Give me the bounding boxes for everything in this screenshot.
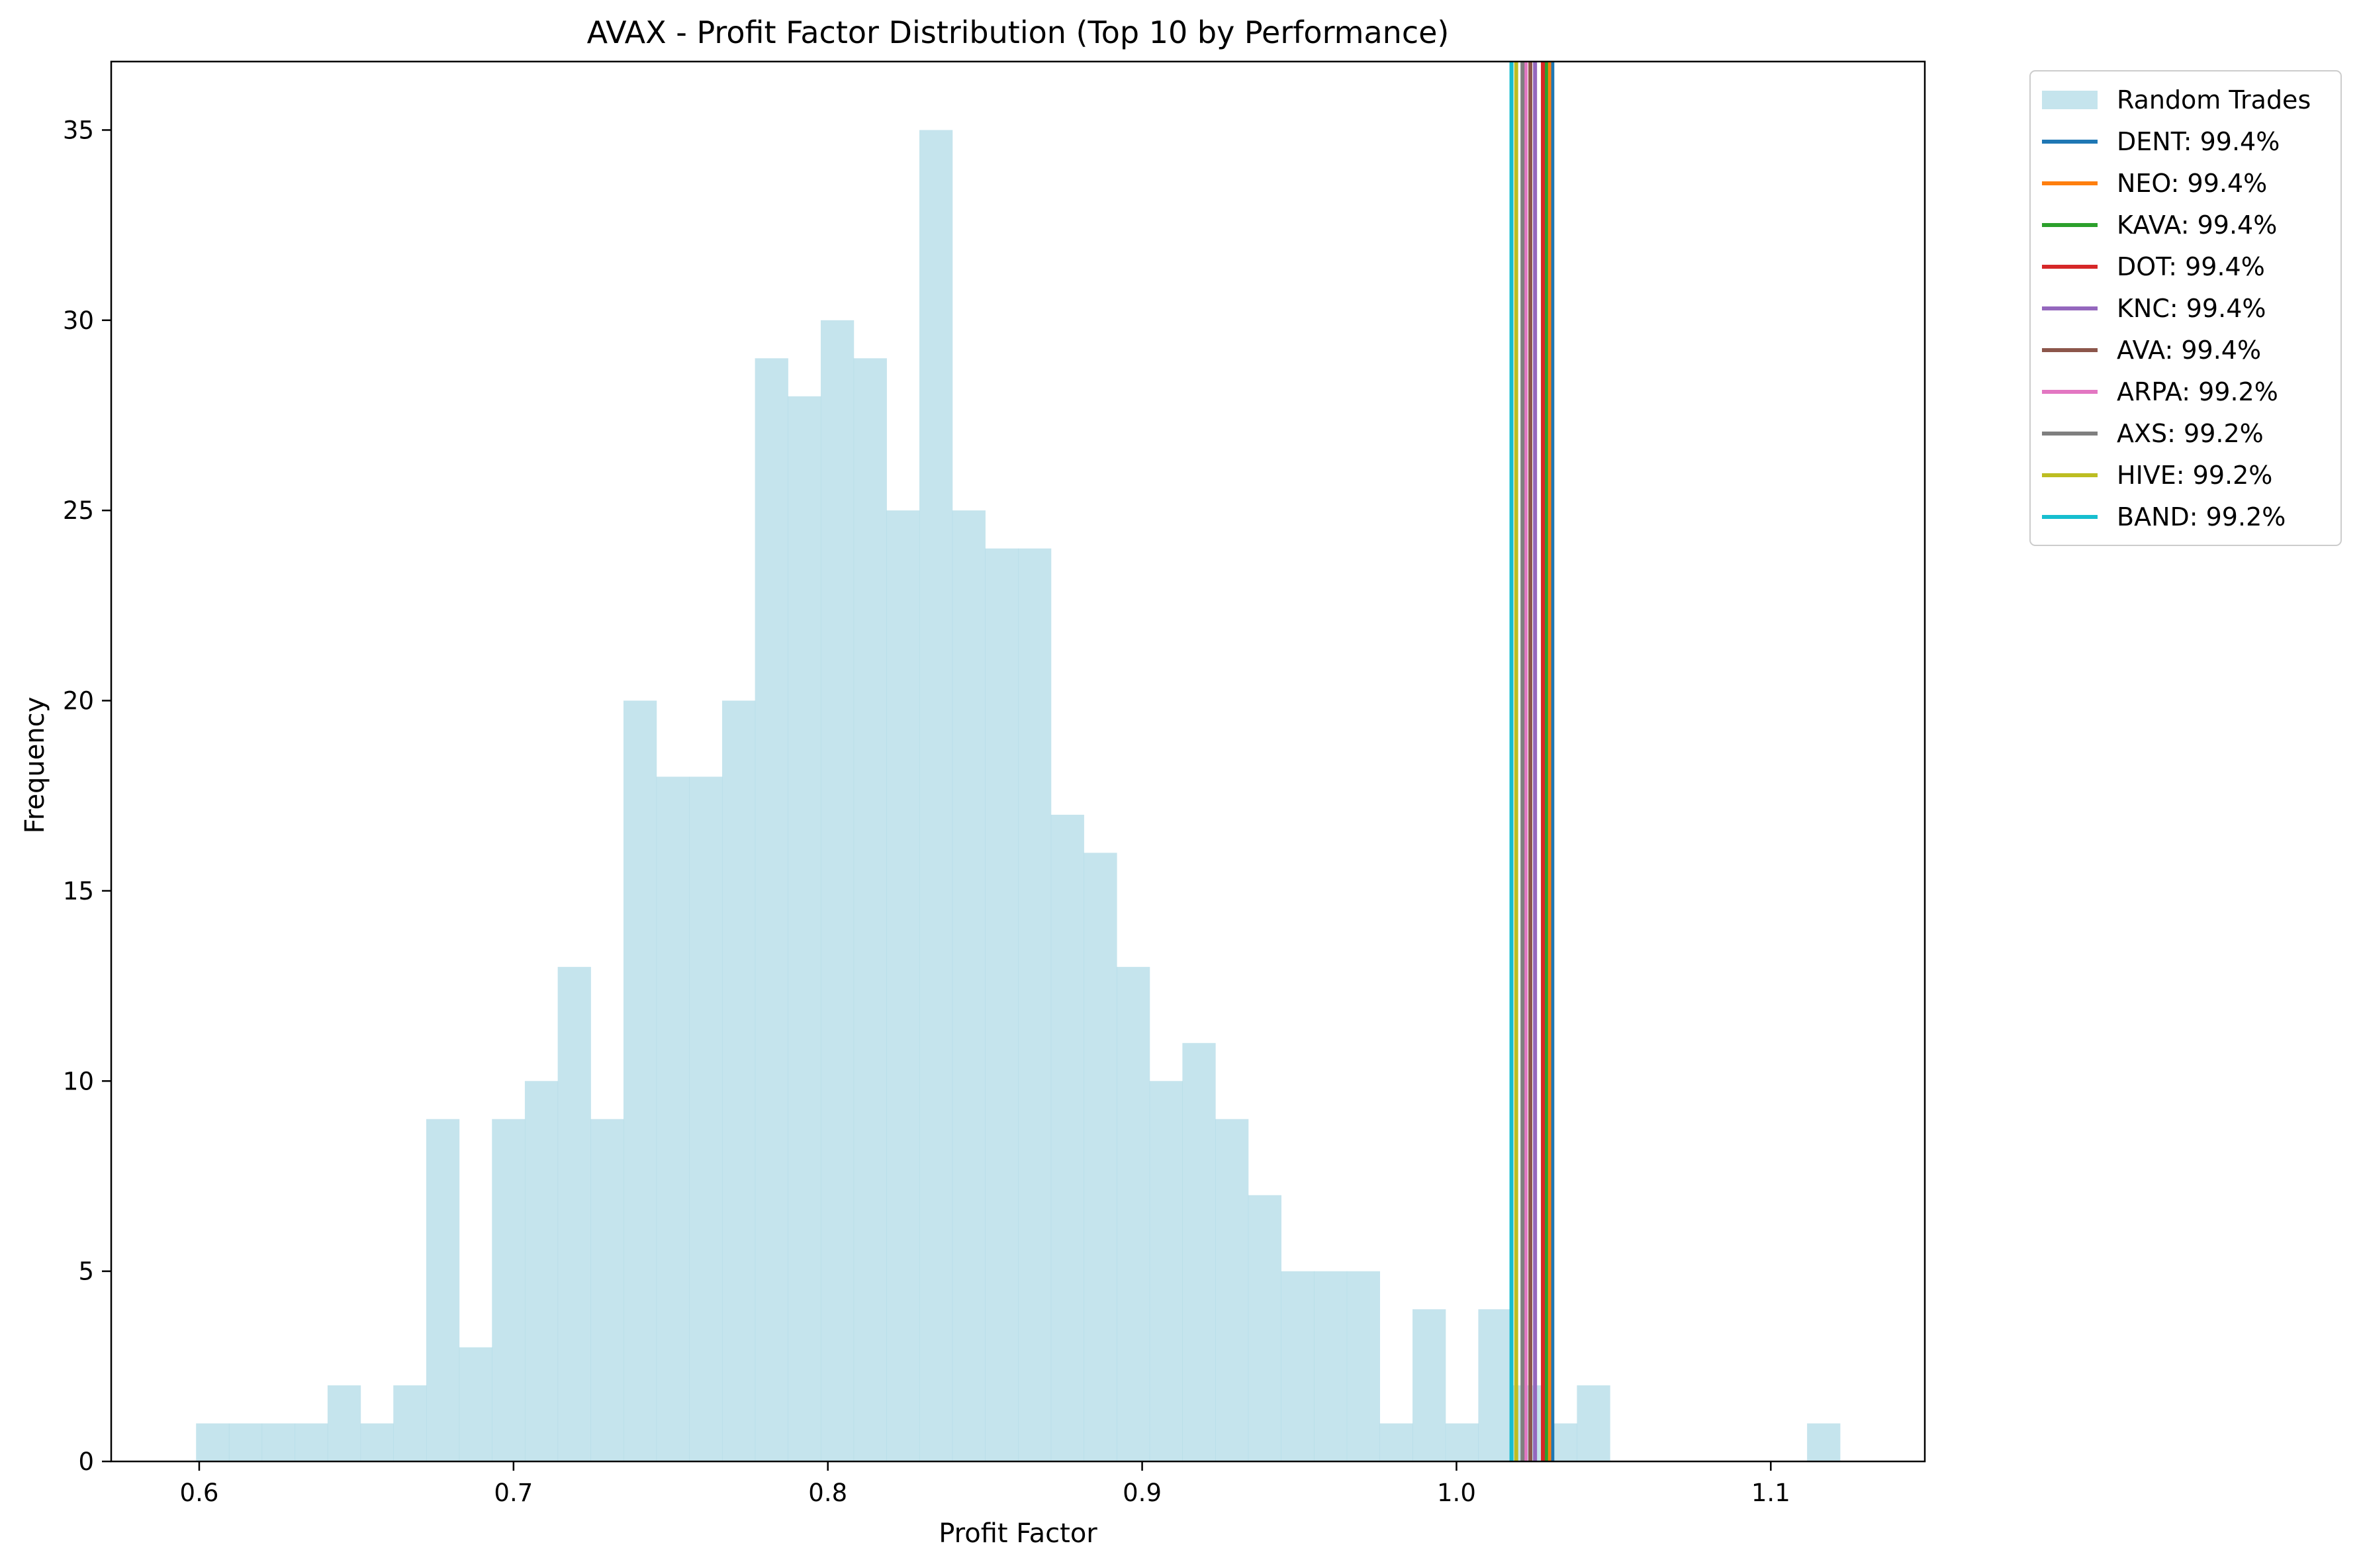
plot-frame xyxy=(110,60,1926,1463)
y-tick-label: 30 xyxy=(63,306,94,335)
y-tick-label: 0 xyxy=(78,1448,94,1476)
histogram-bar xyxy=(228,1423,263,1461)
histogram-bar xyxy=(1117,966,1150,1461)
histogram-bar xyxy=(886,510,920,1462)
legend-label: BAND: 99.2% xyxy=(2117,502,2286,531)
histogram-bar xyxy=(327,1385,361,1461)
legend-label: AVA: 99.4% xyxy=(2117,336,2261,365)
legend-label: AXS: 99.2% xyxy=(2117,419,2264,448)
legend-label: HIVE: 99.2% xyxy=(2117,461,2272,490)
legend-label: Random Trades xyxy=(2117,85,2311,115)
histogram-bar xyxy=(492,1119,526,1461)
histogram-bar xyxy=(1314,1271,1348,1461)
histogram-bar xyxy=(1149,1081,1183,1461)
histogram-bar xyxy=(393,1385,427,1461)
y-tick-label: 35 xyxy=(63,116,94,144)
histogram-bar xyxy=(1248,1195,1281,1461)
legend-box xyxy=(2029,70,2342,546)
histogram-bar xyxy=(1445,1423,1479,1461)
legend-label: KNC: 99.4% xyxy=(2117,294,2266,323)
histogram-bar xyxy=(952,510,986,1462)
histogram-bar xyxy=(656,776,690,1461)
histogram-bar xyxy=(721,700,756,1461)
histogram-bar xyxy=(1412,1309,1446,1461)
histogram-bar xyxy=(459,1347,492,1461)
y-tick-label: 20 xyxy=(63,687,94,715)
histogram-bar xyxy=(196,1423,230,1461)
histogram-bar xyxy=(623,700,657,1461)
histogram-bar xyxy=(755,358,788,1461)
legend-label: DOT: 99.4% xyxy=(2117,252,2265,281)
axes xyxy=(110,60,1926,1463)
histogram-bar xyxy=(1281,1271,1315,1461)
histogram-bar xyxy=(1379,1423,1413,1461)
x-tick-label: 0.9 xyxy=(1123,1479,1162,1507)
x-tick-label: 0.6 xyxy=(180,1479,219,1507)
chart-title: AVAX - Profit Factor Distribution (Top 1… xyxy=(587,15,1450,50)
legend-label: ARPA: 99.2% xyxy=(2117,377,2278,406)
histogram-bar xyxy=(1346,1271,1380,1461)
histogram-bar xyxy=(590,1119,624,1461)
x-ticks: 0.6 0.7 0.8 0.9 1.0 1.1 xyxy=(180,1461,1790,1507)
y-ticks: 0 5 10 15 20 25 30 35 xyxy=(63,116,111,1476)
histogram-bar xyxy=(985,548,1019,1461)
x-axis-title: Profit Factor xyxy=(939,1518,1097,1549)
histogram-bar xyxy=(1084,853,1117,1461)
x-tick-label: 0.8 xyxy=(808,1479,847,1507)
y-tick-label: 10 xyxy=(63,1067,94,1095)
histogram-bar xyxy=(295,1423,328,1461)
legend-label: NEO: 99.4% xyxy=(2117,169,2267,198)
series-lines xyxy=(1509,62,1555,1461)
y-axis-title: Frequency xyxy=(20,697,50,834)
histogram-bar xyxy=(853,358,887,1461)
histogram-bar xyxy=(261,1423,295,1461)
histogram-bar xyxy=(426,1119,460,1461)
x-tick-label: 1.0 xyxy=(1437,1479,1476,1507)
histogram-bar xyxy=(689,776,723,1461)
x-tick-label: 0.7 xyxy=(494,1479,533,1507)
histogram-bar xyxy=(919,130,953,1462)
y-tick-label: 25 xyxy=(63,496,94,525)
histogram-bar xyxy=(360,1423,394,1461)
legend-swatch-random-trades xyxy=(2042,91,2098,109)
histogram-bars xyxy=(196,130,1841,1462)
histogram-bar xyxy=(1050,814,1084,1461)
histogram-bar xyxy=(1182,1042,1216,1461)
histogram-bar xyxy=(1807,1423,1841,1461)
histogram-bar xyxy=(788,396,821,1461)
histogram-bar xyxy=(557,966,591,1461)
histogram-bar xyxy=(1577,1385,1610,1461)
legend: Random Trades DENT: 99.4% NEO: 99.4% KAVA: … xyxy=(2029,70,2342,546)
histogram-bar xyxy=(1215,1119,1249,1461)
x-tick-label: 1.1 xyxy=(1751,1479,1790,1507)
histogram-bar xyxy=(820,320,855,1461)
y-tick-label: 15 xyxy=(63,877,94,905)
histogram-bar xyxy=(1018,548,1052,1461)
legend-label: DENT: 99.4% xyxy=(2117,127,2280,156)
y-tick-label: 5 xyxy=(78,1258,94,1286)
legend-label: KAVA: 99.4% xyxy=(2117,210,2277,240)
histogram-bar xyxy=(1478,1309,1512,1461)
histogram-bar xyxy=(524,1081,559,1461)
